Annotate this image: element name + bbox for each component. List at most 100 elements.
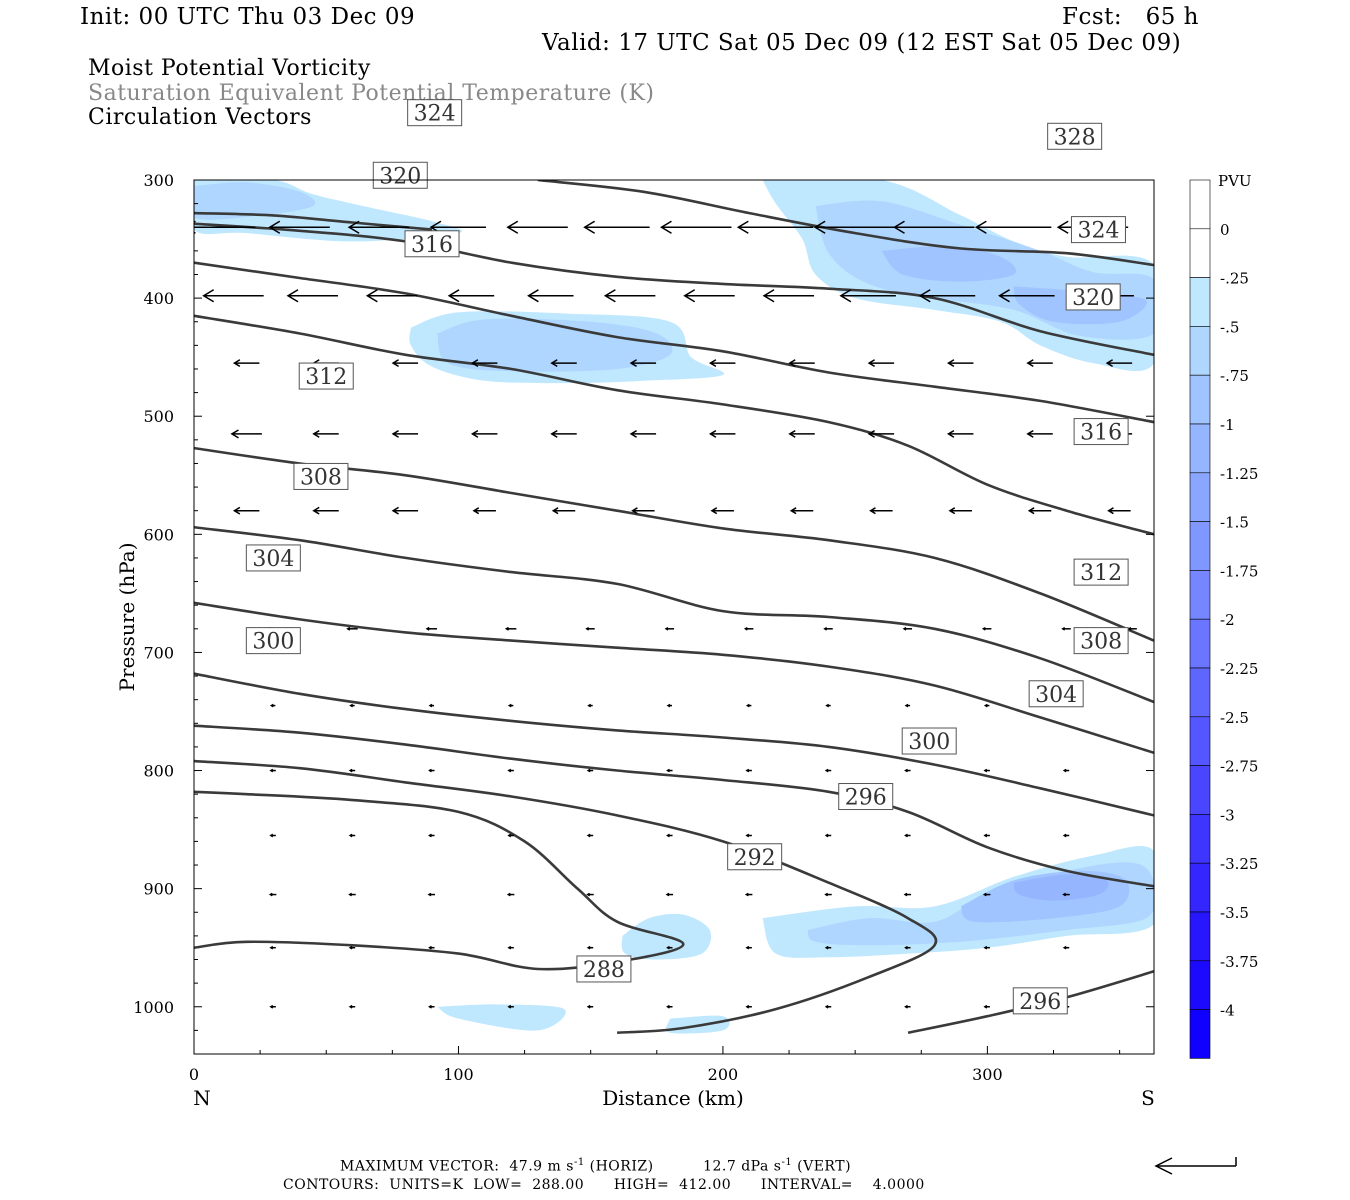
circulation-vector [507, 768, 514, 773]
circulation-vector [743, 626, 754, 631]
colorbar-label: -2.5 [1220, 709, 1249, 727]
circulation-vector [736, 220, 814, 234]
circulation-vector [745, 833, 752, 838]
circulation-vector [974, 220, 1052, 234]
circulation-vector [470, 429, 498, 438]
colorbar-swatch [1189, 862, 1211, 913]
contour-label: 304 [245, 544, 301, 572]
circulation-vector [983, 945, 990, 950]
circulation-vector [983, 1004, 990, 1009]
circulation-vector [586, 833, 594, 838]
circulation-vector [470, 359, 498, 368]
circulation-vector [867, 429, 895, 438]
colorbar-label: -1.75 [1220, 562, 1258, 580]
circulation-vector [710, 507, 734, 515]
colorbar-units: PVU [1218, 172, 1252, 190]
svg-text:304: 304 [252, 547, 294, 572]
contour-label: 316 [404, 230, 460, 258]
svg-text:296: 296 [845, 786, 887, 811]
colorbar-label: -2.25 [1220, 660, 1258, 678]
circulation-vector [1062, 892, 1070, 897]
circulation-vector [428, 768, 435, 773]
circulation-vector [788, 359, 815, 368]
x-tick-label: 0 [189, 1065, 199, 1084]
svg-text:300: 300 [908, 730, 950, 755]
svg-text:300: 300 [252, 630, 294, 655]
colorbar-label: -3.25 [1220, 855, 1258, 873]
circulation-vector [708, 359, 736, 368]
circulation-vector [550, 359, 577, 368]
circulation-vector [666, 768, 673, 773]
circulation-vector [824, 892, 832, 897]
colorbar-swatch [1189, 911, 1211, 962]
circulation-vector [982, 892, 991, 897]
theta-e-contour [194, 446, 1154, 642]
circulation-vector [664, 626, 675, 631]
x-tick-label: 100 [443, 1065, 474, 1084]
field-title-vectors: Circulation Vectors [88, 105, 312, 130]
theta-e-contour [537, 180, 1154, 267]
svg-text:292: 292 [734, 846, 776, 871]
vert-exponent: -1 [781, 1157, 793, 1168]
circulation-vector [867, 359, 895, 368]
colorbar-swatch [1189, 277, 1211, 327]
theta-e-contour [194, 261, 1154, 424]
circulation-vector [268, 892, 277, 897]
circulation-vector [762, 289, 815, 303]
y-tick-label: 600 [143, 525, 174, 544]
y-tick-label: 700 [143, 643, 174, 662]
circulation-vector [507, 703, 514, 708]
colorbar-label: 0 [1220, 221, 1230, 239]
colorbar-swatch [1189, 1009, 1211, 1059]
circulation-vector [918, 289, 976, 303]
horiz-units: (HORIZ) [589, 1158, 654, 1175]
svg-text:316: 316 [411, 233, 453, 258]
colorbar-swatch [1189, 228, 1211, 278]
circulation-vector [347, 220, 410, 234]
contour-label: 328 [1047, 122, 1103, 150]
circulation-vector [813, 220, 896, 234]
theta-e-contours [194, 180, 1154, 1035]
axes: 300 400 500 600 700 800 900 1000 0 100 200 300 [133, 171, 1154, 1084]
circulation-vector [824, 945, 832, 950]
contour-label: 304 [1028, 680, 1084, 708]
colorbar-swatch [1189, 326, 1211, 376]
svg-text:320: 320 [1072, 286, 1114, 311]
contour-label: 324 [407, 99, 463, 127]
circulation-vector [269, 945, 276, 950]
circulation-vector [391, 429, 419, 438]
circulation-vector [745, 703, 752, 708]
circulation-vector [1127, 626, 1137, 631]
colorbar-swatch [1189, 667, 1211, 718]
circulation-vector [507, 1004, 514, 1009]
contours-info: CONTOURS: UNITS=K LOW= 288.00 HIGH= 412.… [283, 1177, 925, 1193]
valid-time: Valid: 17 UTC Sat 05 Dec 09 (12 EST Sat … [542, 30, 1182, 56]
circulation-vector [904, 1004, 911, 1009]
circulation-vector [504, 626, 517, 631]
field-title-theta-e: Saturation Equivalent Potential Temperat… [88, 81, 655, 106]
circulation-vector [744, 892, 753, 897]
circulation-vector [666, 703, 673, 708]
contour-label: 292 [727, 843, 783, 871]
circulation-vector [428, 833, 435, 838]
colorbar-label: -.25 [1220, 270, 1249, 288]
circulation-vector [981, 626, 992, 631]
circulation-vector [983, 833, 990, 838]
pv-region [881, 245, 1017, 282]
circulation-vector [1062, 945, 1070, 950]
horiz-max-value: 47.9 m s [509, 1158, 574, 1175]
circulation-vector [824, 833, 832, 838]
colorbar-swatch [1189, 179, 1211, 230]
field-title-pv: Moist Potential Vorticity [88, 56, 371, 81]
circulation-vector [666, 833, 673, 838]
contour-label: 296 [838, 783, 894, 811]
colorbar-swatch [1189, 374, 1211, 425]
circulation-vector [286, 289, 339, 303]
colorbar-swatch [1189, 618, 1211, 669]
theta-e-contour [194, 759, 938, 1034]
circulation-vector [869, 507, 893, 515]
circulation-vector [683, 289, 735, 303]
colorbar-label: -1.25 [1220, 465, 1258, 483]
circulation-vector [507, 833, 514, 838]
theta-e-contour [194, 525, 1154, 704]
